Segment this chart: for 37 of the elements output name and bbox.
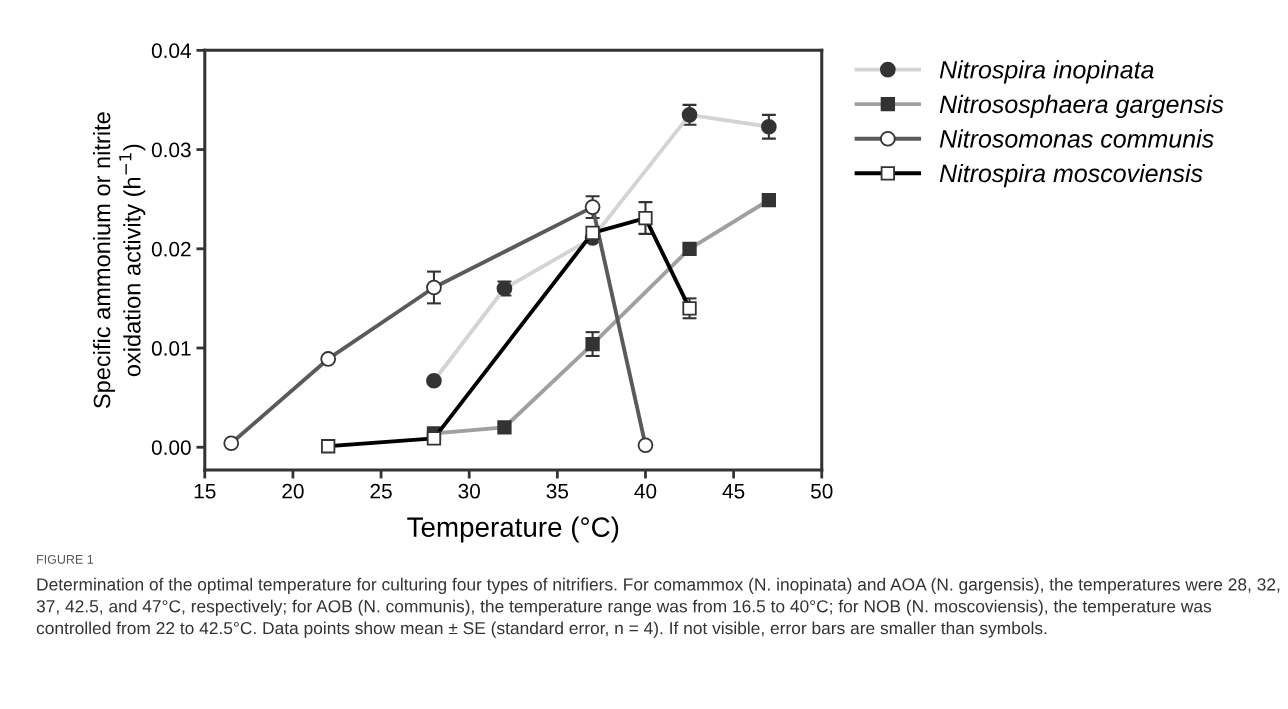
point [761,193,777,208]
caption: FIGURE 1 [37,554,94,564]
y-tick-label: 0.02 [151,241,191,257]
y-axis-title: Specific ammonium or nitrite oxidation activity (h$^{−1}$) [93,112,146,409]
x-tick-label: 45 [722,484,745,499]
legend-label: Nitrospira moscoviensis [939,163,1203,188]
x-tick-label: 40 [634,483,657,499]
legend-label: Nitrososphaera gargensis [939,94,1224,119]
point [426,372,442,389]
point [321,439,336,454]
point [638,210,653,226]
point [585,336,600,352]
point [761,118,777,135]
x-axis-title: Temperature (°C) [407,516,619,543]
point [682,241,697,256]
x-tick-label: 50 [810,483,833,499]
x-tick-label: 20 [282,483,304,499]
point [497,420,512,435]
x-tick-label: 15 [194,484,216,499]
y-tick-label: 0.01 [151,341,191,356]
point [584,199,601,215]
legend-label: Nitrosomonas communis [939,129,1214,148]
y-tick-label: 0.00 [151,440,191,455]
text: Determination of the optimal temperature for culturing four types of nitrifiers. For comammox (N. inopinata) and AOA (N. gargensis), the temperatures were 28, 32, 37, 42.5, and 47°C, respectively; for AOB (N. communis), the temperature range was from 16.5 to 40°C; for NOB (N. moscoviensis), the temperature was controlled from 22 to 42.5°C. Data points show mean ± SE (standard error, n = 4). If not visible, error bars are smaller than symbols. [36,577,1280,638]
point [320,351,337,367]
point [585,225,600,241]
point [223,435,240,452]
y-tick-label: 0.04 [151,43,191,59]
point [682,301,697,316]
point [426,279,442,296]
y-tick-label: 0.03 [151,142,191,158]
x-tick-label: 25 [370,483,392,499]
x-tick-label: 30 [458,483,480,499]
x-tick-label: 35 [546,483,569,499]
point [637,437,654,454]
point [426,431,442,446]
legend-label: Nitrospira inopinata [939,60,1154,84]
